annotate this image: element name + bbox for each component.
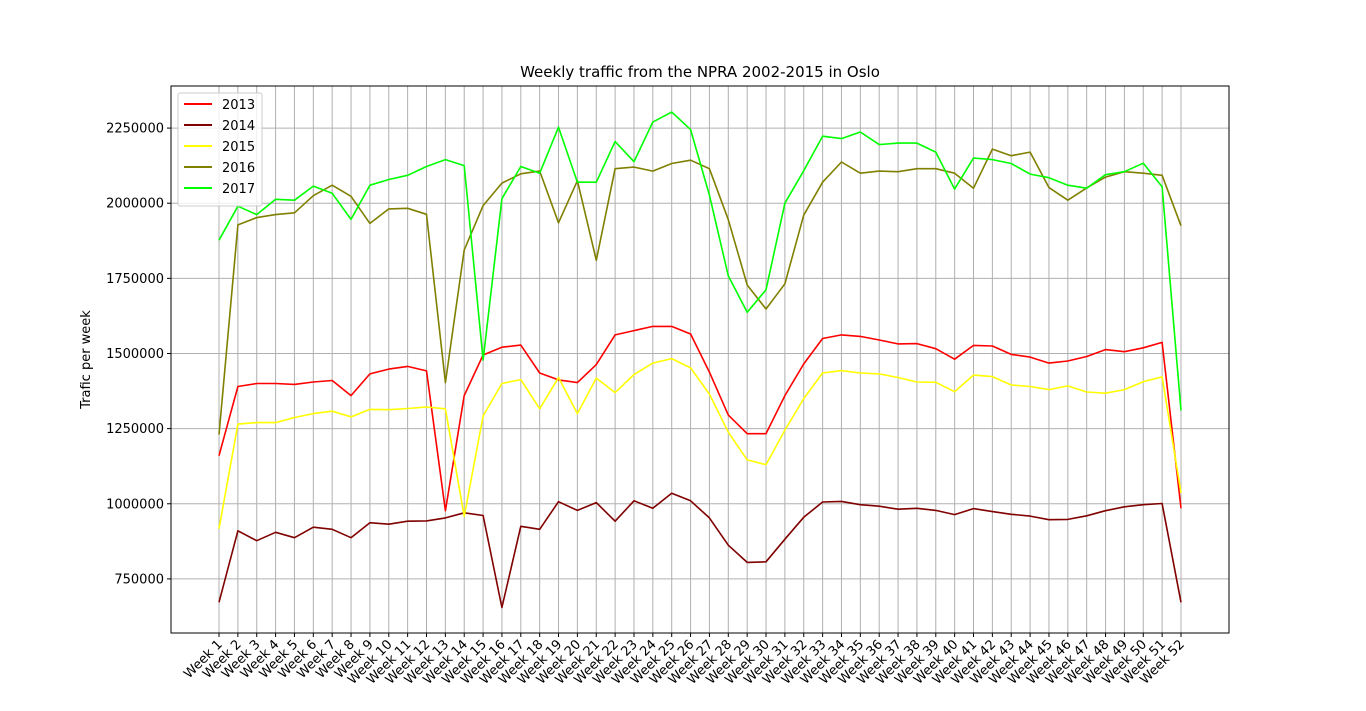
y-tick-label: 1250000 <box>106 422 164 437</box>
plot-area-frame <box>170 85 1230 634</box>
y-tick-label: 1500000 <box>106 347 164 362</box>
y-axis-label: Trafic per week <box>79 310 94 410</box>
legend: 2013 2014 2015 2016 2017 <box>177 92 263 207</box>
series-line-2014 <box>218 492 1182 609</box>
legend-box <box>177 92 263 207</box>
y-tick-label: 2000000 <box>106 197 164 212</box>
legend-label-2013: 2013 <box>222 98 255 113</box>
series-line-2015 <box>218 357 1182 529</box>
y-tick-label: 1750000 <box>106 272 164 287</box>
y-tick-label: 1000000 <box>106 497 164 512</box>
series-line-2017 <box>218 111 1182 411</box>
legend-label-2014: 2014 <box>222 119 255 134</box>
legend-label-2015: 2015 <box>222 140 255 155</box>
series-line-2013 <box>218 325 1182 512</box>
series-lines <box>218 111 1182 609</box>
legend-label-2017: 2017 <box>222 182 255 197</box>
legend-label-2016: 2016 <box>222 161 255 176</box>
y-axis-ticks: 750000 1000000 1250000 1500000 1750000 200000… <box>106 122 171 587</box>
chart-title: Weekly traffic from the NPRA 2002-2015 i… <box>520 63 880 81</box>
y-tick-label: 2250000 <box>106 122 164 137</box>
y-tick-label: 750000 <box>114 572 164 587</box>
